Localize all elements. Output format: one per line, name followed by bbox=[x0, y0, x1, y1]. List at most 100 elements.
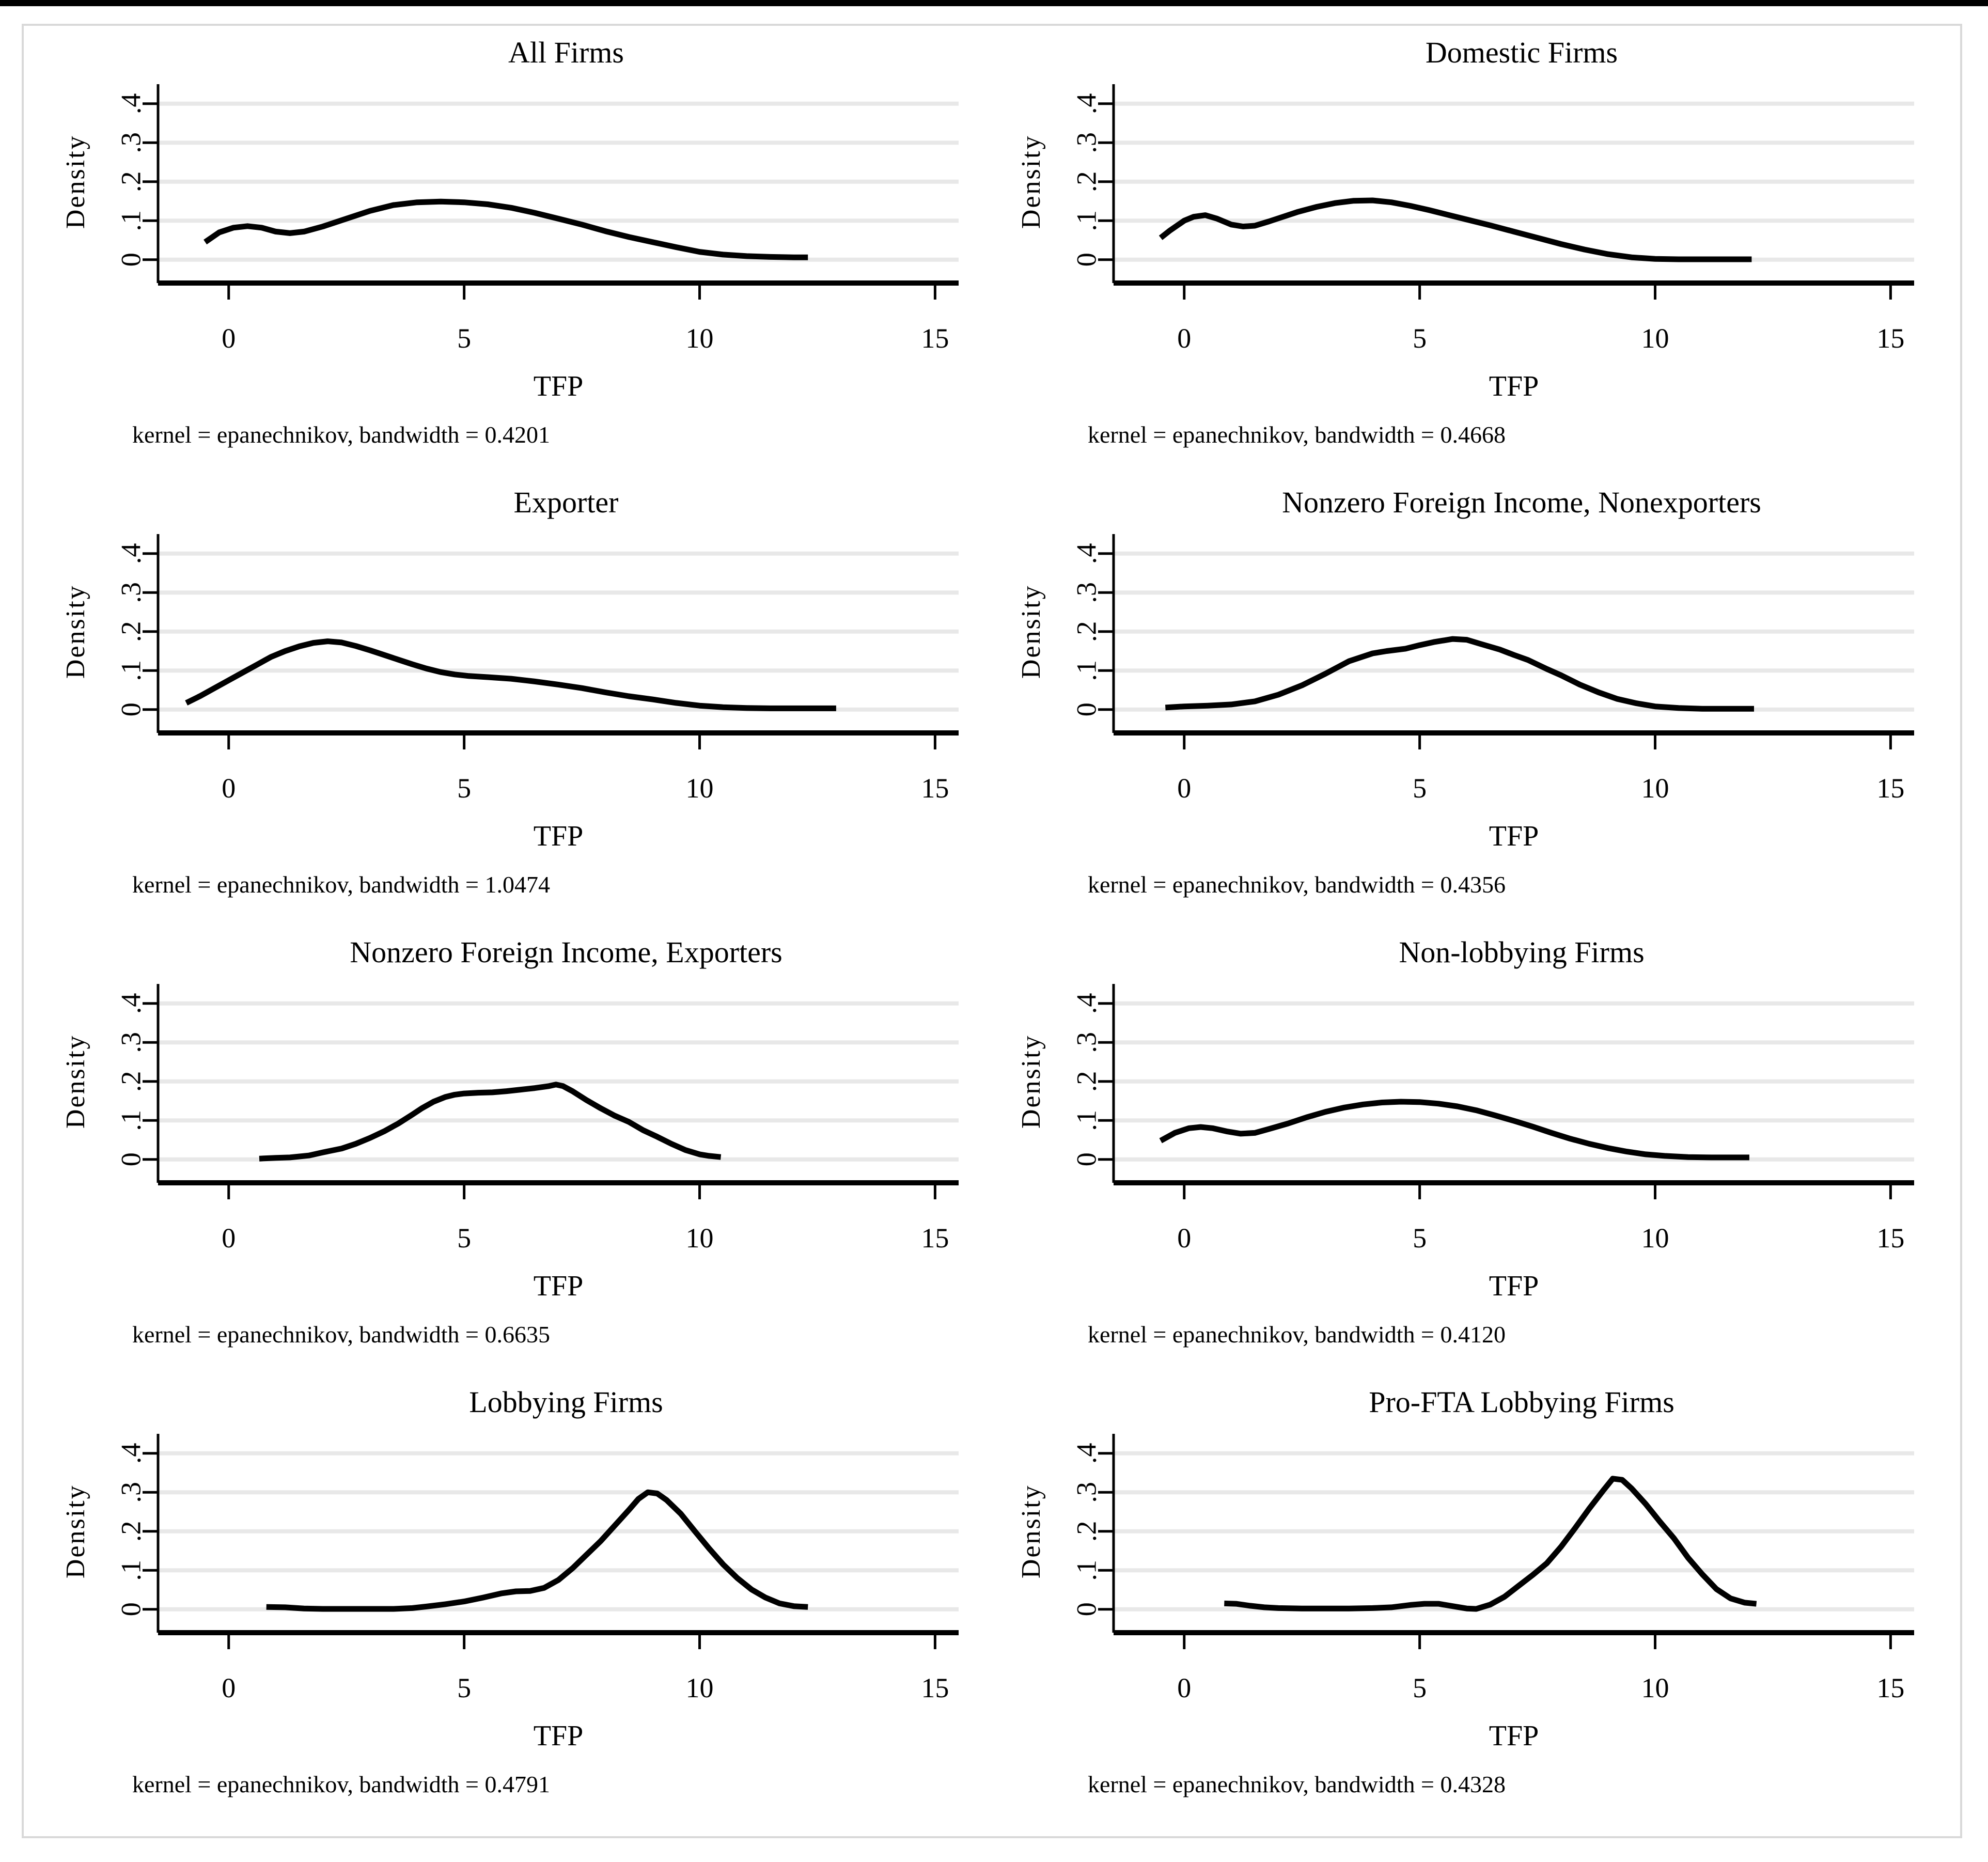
x-axis-title: TFP bbox=[1489, 1720, 1539, 1752]
y-tick-label: .2 bbox=[1071, 171, 1102, 192]
y-axis-title: Density bbox=[61, 134, 90, 229]
density-curve bbox=[204, 198, 808, 260]
density-curve bbox=[259, 1082, 722, 1162]
density-plot: 0 .1 .2 .3 .4 0 5 10 15 Density TFP bbox=[61, 1434, 959, 1752]
density-plot: 0 .1 .2 .3 .4 0 5 10 15 Density TFP bbox=[61, 984, 959, 1302]
x-tick-label: 15 bbox=[1876, 1223, 1904, 1254]
density-curve bbox=[1224, 1476, 1757, 1612]
panel-all-firms: All Firms 0 .1 .2 .3 .4 0 5 10 15 Density TFP kern… bbox=[34, 29, 990, 479]
y-axis-title: Density bbox=[1016, 134, 1046, 229]
figure-frame: All Firms 0 .1 .2 .3 .4 0 5 10 15 Density TFP kern… bbox=[22, 24, 1962, 1838]
y-tick-label: 0 bbox=[1071, 1152, 1102, 1166]
y-tick-label: .3 bbox=[115, 1032, 146, 1053]
x-tick-label: 15 bbox=[921, 1223, 949, 1254]
kernel-caption: kernel = epanechnikov, bandwidth = 0.663… bbox=[132, 1321, 550, 1348]
x-tick-label: 15 bbox=[1876, 323, 1904, 354]
panel-title: Domestic Firms bbox=[1425, 36, 1618, 69]
panel-non-lobbying-firms: Non-lobbying Firms 0 .1 .2 .3 .4 0 5 10 15 Densit… bbox=[990, 929, 1945, 1379]
x-axis-title: TFP bbox=[1489, 1270, 1539, 1302]
x-tick-label: 5 bbox=[457, 323, 471, 354]
panel-title: Exporter bbox=[513, 486, 619, 519]
density-plot: 0 .1 .2 .3 .4 0 5 10 15 Density TFP bbox=[1016, 84, 1914, 402]
panel-domestic-firms: Domestic Firms 0 .1 .2 .3 .4 0 5 10 15 Density TFP… bbox=[990, 29, 1945, 479]
x-tick-label: 5 bbox=[457, 1672, 471, 1703]
panel-grid: All Firms 0 .1 .2 .3 .4 0 5 10 15 Density TFP kern… bbox=[34, 29, 1945, 1828]
y-tick-label: .3 bbox=[115, 132, 146, 153]
x-tick-label: 10 bbox=[686, 1223, 714, 1254]
y-tick-label: .1 bbox=[1071, 1560, 1102, 1581]
x-tick-label: 15 bbox=[1876, 1672, 1904, 1703]
x-tick-label: 5 bbox=[457, 1223, 471, 1254]
kernel-caption: kernel = epanechnikov, bandwidth = 0.432… bbox=[1088, 1771, 1506, 1797]
x-tick-label: 15 bbox=[1876, 773, 1904, 804]
y-axis-title: Density bbox=[1016, 584, 1046, 679]
y-tick-label: .4 bbox=[115, 993, 146, 1014]
y-tick-label: .3 bbox=[1071, 1482, 1102, 1503]
x-tick-label: 10 bbox=[1641, 1672, 1669, 1703]
y-tick-label: .2 bbox=[1071, 621, 1102, 642]
x-axis-title: TFP bbox=[534, 820, 584, 852]
y-tick-label: .3 bbox=[115, 582, 146, 603]
density-plot: 0 .1 .2 .3 .4 0 5 10 15 Density TFP bbox=[1016, 1434, 1914, 1752]
y-tick-label: .1 bbox=[1071, 210, 1102, 231]
y-tick-label: .2 bbox=[115, 621, 146, 642]
panel-pro-fta-lobbying-firms: Pro-FTA Lobbying Firms 0 .1 .2 .3 .4 0 5 10 15 De… bbox=[990, 1379, 1945, 1828]
y-axis-title: Density bbox=[61, 1034, 90, 1129]
density-plot: 0 .1 .2 .3 .4 0 5 10 15 Density TFP bbox=[61, 534, 959, 852]
x-tick-label: 5 bbox=[1413, 773, 1427, 804]
y-tick-label: .1 bbox=[1071, 660, 1102, 681]
y-axis-title: Density bbox=[1016, 1484, 1046, 1578]
panel-lobbying-firms: Lobbying Firms 0 .1 .2 .3 .4 0 5 10 15 Density TFP… bbox=[34, 1379, 990, 1828]
density-curve bbox=[1159, 197, 1752, 262]
top-border-bar bbox=[0, 0, 1988, 6]
kernel-caption: kernel = epanechnikov, bandwidth = 0.420… bbox=[132, 421, 550, 448]
y-tick-label: .4 bbox=[1071, 543, 1102, 564]
x-tick-label: 0 bbox=[1177, 1672, 1191, 1703]
x-axis-title: TFP bbox=[534, 370, 584, 402]
x-tick-label: 5 bbox=[1413, 323, 1427, 354]
y-tick-label: .3 bbox=[115, 1482, 146, 1503]
x-tick-label: 0 bbox=[222, 1223, 236, 1254]
x-axis-title: TFP bbox=[1489, 820, 1539, 852]
y-tick-label: .3 bbox=[1071, 582, 1102, 603]
x-tick-label: 10 bbox=[686, 1672, 714, 1703]
y-tick-label: .1 bbox=[115, 1560, 146, 1581]
x-tick-label: 15 bbox=[921, 773, 949, 804]
panel-title: Nonzero Foreign Income, Exporters bbox=[350, 935, 782, 969]
x-tick-label: 5 bbox=[1413, 1672, 1427, 1703]
density-curve bbox=[1165, 636, 1754, 712]
y-tick-label: .4 bbox=[1071, 993, 1102, 1014]
density-curve bbox=[1159, 1099, 1749, 1161]
density-curve bbox=[185, 638, 836, 711]
y-tick-label: .2 bbox=[1071, 1521, 1102, 1542]
y-tick-label: .1 bbox=[1071, 1110, 1102, 1131]
y-tick-label: .3 bbox=[1071, 132, 1102, 153]
y-tick-label: .4 bbox=[115, 543, 146, 564]
y-tick-label: 0 bbox=[1071, 1602, 1102, 1616]
kernel-caption: kernel = epanechnikov, bandwidth = 1.047… bbox=[132, 871, 550, 898]
y-tick-label: .1 bbox=[115, 1110, 146, 1131]
y-tick-label: 0 bbox=[115, 253, 146, 267]
x-tick-label: 0 bbox=[1177, 1223, 1191, 1254]
x-tick-label: 15 bbox=[921, 323, 949, 354]
y-axis-title: Density bbox=[61, 1484, 90, 1578]
x-tick-label: 0 bbox=[222, 1672, 236, 1703]
y-tick-label: .4 bbox=[1071, 93, 1102, 114]
panel-title: Nonzero Foreign Income, Nonexporters bbox=[1282, 486, 1761, 519]
panel-title: Pro-FTA Lobbying Firms bbox=[1369, 1385, 1674, 1419]
density-plot: 0 .1 .2 .3 .4 0 5 10 15 Density TFP bbox=[1016, 984, 1914, 1302]
y-tick-label: 0 bbox=[115, 702, 146, 716]
x-tick-label: 10 bbox=[1641, 323, 1669, 354]
y-axis-title: Density bbox=[61, 584, 90, 679]
y-tick-label: .4 bbox=[115, 1443, 146, 1464]
y-tick-label: .2 bbox=[1071, 1071, 1102, 1092]
y-tick-label: .3 bbox=[1071, 1032, 1102, 1053]
panel-nonzero-foreign-income-nonexporters: Nonzero Foreign Income, Nonexporters 0 .1… bbox=[990, 479, 1945, 929]
panel-exporter: Exporter 0 .1 .2 .3 .4 0 5 10 15 Density TFP kerne… bbox=[34, 479, 990, 929]
kernel-caption: kernel = epanechnikov, bandwidth = 0.479… bbox=[132, 1771, 550, 1797]
x-tick-label: 0 bbox=[1177, 323, 1191, 354]
y-tick-label: 0 bbox=[115, 1152, 146, 1166]
x-tick-label: 5 bbox=[457, 773, 471, 804]
y-tick-label: .1 bbox=[115, 210, 146, 231]
panel-title: Lobbying Firms bbox=[469, 1385, 663, 1419]
